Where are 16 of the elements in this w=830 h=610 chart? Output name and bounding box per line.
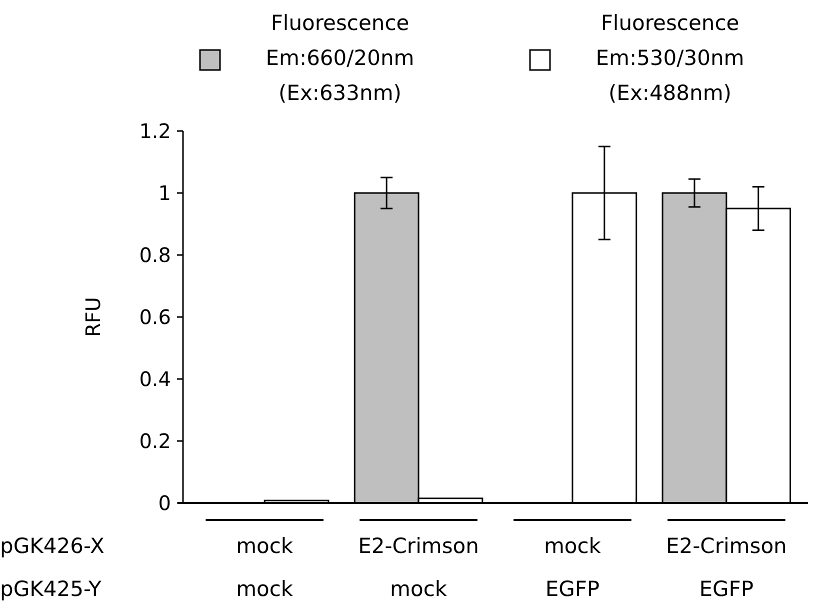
- text: pGK426-X: [0, 534, 104, 558]
- y-tick-label: 0.6: [139, 305, 171, 329]
- y-tick-label: 0.8: [139, 243, 171, 267]
- x-tick-label: E2-Crimson mock: [358, 534, 479, 601]
- text: pGK425-Y: [0, 577, 102, 601]
- x-tick-label: mock mock: [236, 534, 294, 601]
- y-tick-label: 0.4: [139, 367, 171, 391]
- y-axis-title: RFU: [81, 296, 105, 338]
- x-tick-label: mock EGFP: [544, 534, 602, 601]
- y-tick-label: 1.2: [139, 119, 171, 143]
- legend-label: Fluorescence Em:530/30nm (Ex:488nm): [596, 11, 744, 105]
- x-tick-label: E2-Crimson EGFP: [666, 534, 787, 601]
- y-tick-label: 0: [158, 491, 171, 515]
- legend-label: Fluorescence Em:660/20nm (Ex:633nm): [266, 11, 414, 105]
- y-tick-label: 1: [158, 181, 171, 205]
- y-tick-label: 0.2: [139, 429, 171, 453]
